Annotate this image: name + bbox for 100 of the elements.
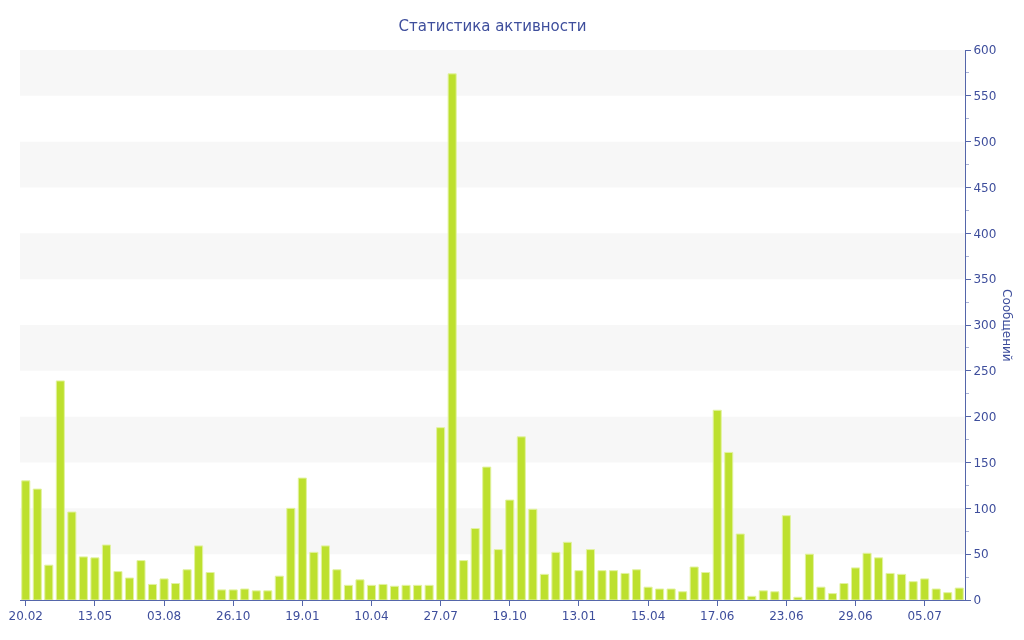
bar (447, 73, 457, 600)
x-tick-label: 23.06 (769, 609, 804, 624)
bar (793, 596, 803, 600)
y-tick-label: 600 (973, 43, 997, 58)
bar (482, 466, 492, 600)
y-tick-label: 200 (973, 409, 997, 424)
y-tick-label: 50 (973, 547, 989, 562)
bar (424, 584, 434, 600)
bar (101, 544, 111, 600)
bar (701, 572, 711, 600)
bar (263, 590, 273, 600)
bar (885, 572, 895, 600)
bar (217, 589, 227, 600)
bar (297, 477, 307, 600)
bar (516, 436, 526, 600)
bar (228, 589, 238, 600)
y-tick-label: 350 (973, 272, 997, 287)
bar (943, 592, 953, 600)
bar (194, 545, 204, 600)
x-tick-label: 05.07 (907, 609, 942, 624)
bar (55, 380, 65, 600)
y-axis-title: Сообщений (1000, 289, 1014, 362)
y-tick-label: 450 (973, 180, 997, 195)
bar (862, 552, 872, 600)
bar (78, 556, 88, 600)
bar (954, 587, 964, 600)
y-tick-label: 150 (973, 455, 997, 470)
bar (574, 570, 584, 600)
bar (689, 566, 699, 600)
y-tick-label: 0 (973, 593, 982, 608)
bar (459, 560, 469, 600)
bar (90, 557, 100, 600)
bar (597, 570, 607, 600)
bar (678, 591, 688, 600)
bar (113, 571, 123, 600)
bar (436, 427, 446, 600)
x-tick-label: 15.04 (630, 609, 666, 624)
bar (251, 590, 261, 600)
bar (67, 511, 77, 600)
x-tick-label: 13.01 (561, 609, 597, 624)
bar (632, 569, 642, 600)
bar (781, 515, 791, 600)
bar (724, 451, 734, 600)
y-tick-label: 500 (973, 134, 997, 149)
bar (366, 584, 377, 600)
bar (401, 584, 411, 600)
bar (320, 545, 330, 600)
bar (804, 553, 814, 600)
bar (493, 549, 503, 600)
bar (897, 573, 907, 600)
bar (343, 584, 353, 600)
bar (562, 541, 572, 600)
bar (240, 588, 250, 600)
x-tick-label: 03.08 (146, 609, 182, 624)
bar (505, 499, 515, 600)
bar (309, 551, 319, 600)
x-tick-label: 13.05 (77, 609, 113, 624)
bar (21, 480, 31, 600)
y-tick-label: 400 (973, 226, 997, 241)
x-tick-label: 20.02 (8, 609, 43, 624)
bar (32, 488, 42, 600)
x-tick-label: 10.04 (354, 609, 389, 624)
bar (620, 572, 630, 600)
x-tick-label: 26.10 (216, 609, 251, 624)
bar (643, 586, 653, 600)
bar (539, 573, 549, 600)
bar (770, 591, 780, 600)
bar (816, 586, 826, 600)
bar (850, 567, 861, 600)
x-tick-label: 29.06 (838, 609, 873, 624)
bar (528, 508, 538, 600)
y-tick-label: 100 (973, 501, 997, 516)
x-tick-label: 19.01 (285, 609, 320, 624)
bar (124, 577, 135, 600)
bar (908, 581, 918, 600)
bar (608, 570, 619, 600)
bar (666, 588, 676, 600)
bar (274, 575, 284, 600)
y-tick-label: 250 (973, 364, 997, 379)
bar (827, 593, 837, 600)
bar (920, 578, 930, 600)
bar (205, 572, 215, 600)
bar (874, 557, 884, 600)
bar (470, 528, 480, 600)
bar (585, 549, 595, 600)
bar (378, 583, 388, 600)
y-tick-label: 300 (973, 318, 997, 333)
bar (735, 533, 745, 600)
bar (712, 409, 722, 600)
x-tick-label: 17.06 (700, 609, 735, 624)
bar (390, 585, 400, 600)
chart-title: Статистика активности (398, 16, 587, 35)
y-tick-label: 550 (973, 89, 997, 104)
bar (159, 578, 169, 600)
bar (839, 583, 849, 600)
bar (148, 583, 158, 600)
bar (286, 507, 296, 600)
bar (655, 588, 665, 600)
bar (171, 583, 181, 600)
bar (551, 551, 561, 600)
